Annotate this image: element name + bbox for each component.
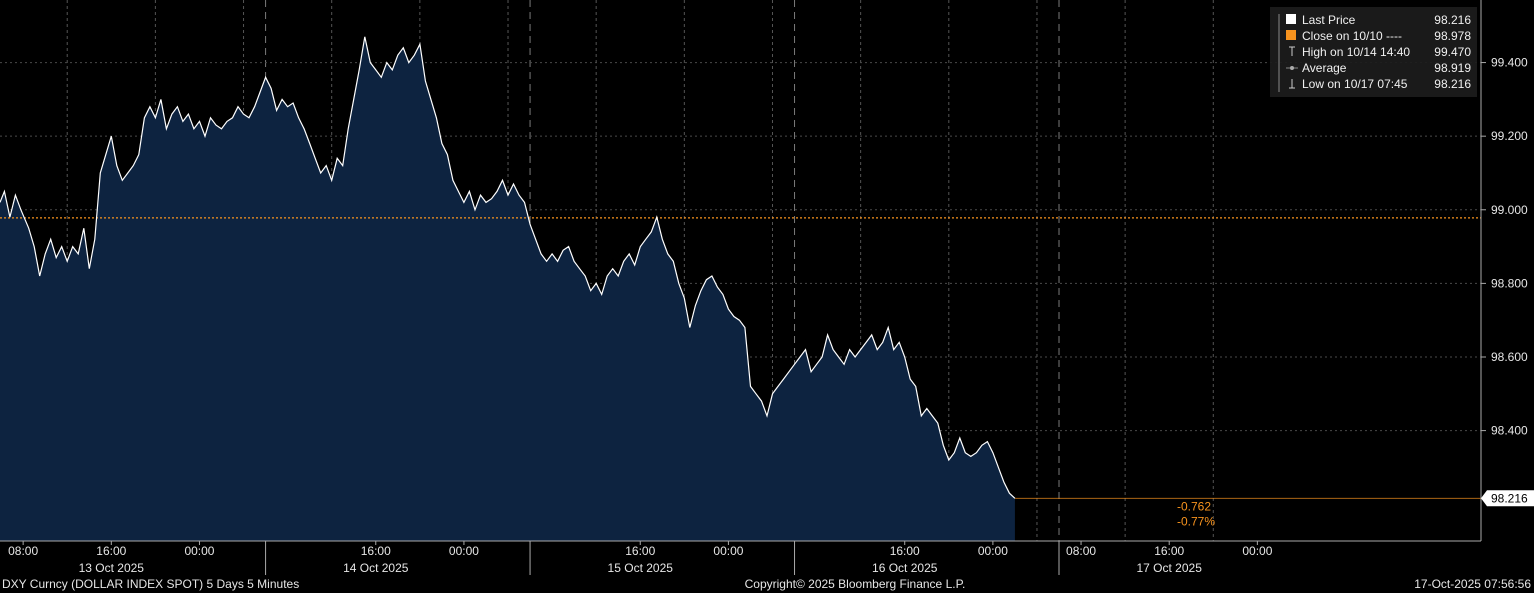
ticker-caption: DXY Curncy (DOLLAR INDEX SPOT) 5 Days 5 …	[2, 577, 299, 591]
x-day-label: 15 Oct 2025	[608, 561, 674, 575]
x-axis-ticks: 08:00 16:00 00:00 16:00 00:00 16:00 00:00 16:00…	[8, 541, 1273, 575]
x-day-label: 16 Oct 2025	[872, 561, 938, 575]
timestamp: 17-Oct-2025 07:56:56	[1414, 577, 1531, 591]
y-tick-label: 99.400	[1491, 56, 1528, 70]
x-tick-label: 00:00	[1242, 544, 1272, 558]
y-tick-label: 98.600	[1491, 350, 1528, 364]
x-tick-label: 16:00	[890, 544, 920, 558]
legend-label: Close on 10/10 ----	[1302, 29, 1402, 43]
last-price-tag-label: 98.216	[1491, 491, 1528, 505]
average-marker-dot	[1290, 66, 1294, 70]
legend-swatch	[1286, 30, 1296, 40]
legend-box	[1270, 7, 1477, 97]
change-percent: -0.77%	[1177, 514, 1215, 528]
x-tick-label: 00:00	[449, 544, 479, 558]
x-tick-label: 00:00	[184, 544, 214, 558]
y-tick-label: 98.400	[1491, 424, 1528, 438]
x-tick-label: 08:00	[8, 544, 38, 558]
x-tick-label: 08:00	[1066, 544, 1096, 558]
y-tick-label: 99.200	[1491, 129, 1528, 143]
legend-label: High on 10/14 14:40	[1302, 45, 1410, 59]
price-area-fill	[0, 36, 1015, 542]
change-absolute: -0.762	[1177, 499, 1211, 513]
legend-swatch	[1286, 14, 1296, 24]
copyright-notice: Copyright© 2025 Bloomberg Finance L.P.	[745, 577, 966, 591]
x-tick-label: 00:00	[713, 544, 743, 558]
legend-label: Average	[1302, 61, 1347, 75]
legend-value: 98.978	[1434, 29, 1471, 43]
legend-label: Low on 10/17 07:45	[1302, 77, 1408, 91]
y-tick-label: 98.800	[1491, 276, 1528, 290]
legend-label: Last Price	[1302, 13, 1356, 27]
x-day-label: 14 Oct 2025	[343, 561, 409, 575]
last-price-tag: 98.216	[1481, 490, 1534, 507]
x-day-label: 17 Oct 2025	[1137, 561, 1203, 575]
legend-value: 99.470	[1434, 45, 1471, 59]
x-tick-label: 16:00	[96, 544, 126, 558]
x-tick-label: 00:00	[978, 544, 1008, 558]
low-marker-icon	[1289, 79, 1295, 89]
y-tick-label: 99.000	[1491, 203, 1528, 217]
x-tick-label: 16:00	[625, 544, 655, 558]
x-tick-label: 16:00	[361, 544, 391, 558]
x-tick-label: 16:00	[1154, 544, 1184, 558]
legend-value: 98.216	[1434, 77, 1471, 91]
high-marker-icon	[1289, 46, 1295, 56]
price-series-line	[0, 36, 1016, 499]
y-axis-ticks: 98.400 98.600 98.800 99.000 99.200 99.400	[1481, 56, 1528, 438]
legend-value: 98.919	[1434, 61, 1471, 75]
x-day-label: 13 Oct 2025	[79, 561, 145, 575]
legend: Last Price 98.216 Close on 10/10 ---- 98.97…	[1270, 7, 1477, 97]
legend-value: 98.216	[1434, 13, 1471, 27]
